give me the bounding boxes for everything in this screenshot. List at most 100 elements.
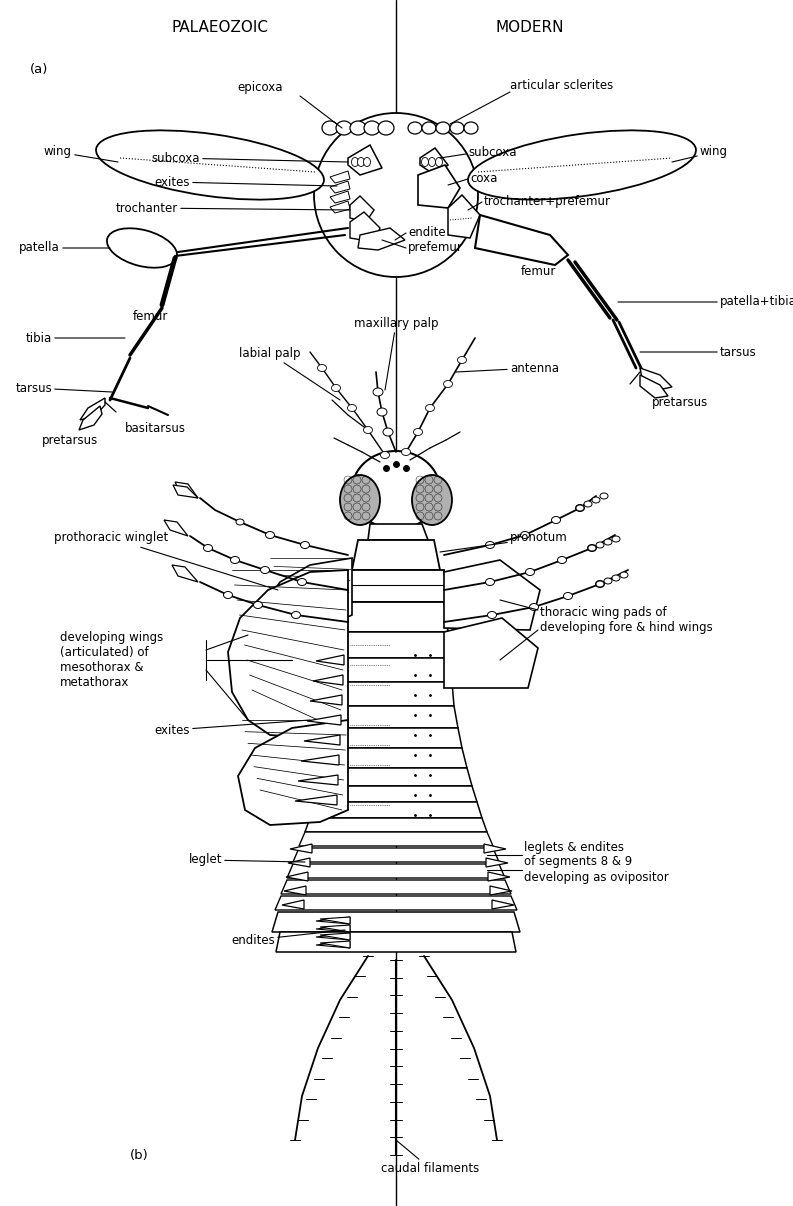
Ellipse shape [340,475,380,525]
Polygon shape [475,215,568,265]
Ellipse shape [468,130,696,200]
Polygon shape [420,148,448,175]
Text: femur: femur [520,265,556,279]
Ellipse shape [413,428,423,435]
Polygon shape [340,658,452,683]
Ellipse shape [231,556,239,563]
Text: endite: endite [408,227,446,240]
Polygon shape [290,844,312,853]
Polygon shape [448,195,480,238]
Ellipse shape [428,158,435,166]
Polygon shape [172,564,198,582]
Polygon shape [80,398,105,420]
Polygon shape [330,191,350,203]
Polygon shape [334,706,458,728]
Polygon shape [281,880,511,894]
Ellipse shape [596,580,604,587]
Ellipse shape [422,158,428,166]
Polygon shape [175,482,198,498]
Polygon shape [288,857,310,867]
Polygon shape [305,818,487,832]
Text: PALAEOZOIC: PALAEOZOIC [171,21,269,35]
Ellipse shape [576,504,584,511]
Polygon shape [444,617,538,687]
Text: exites: exites [155,176,337,188]
Ellipse shape [347,404,357,411]
Polygon shape [350,197,374,222]
Ellipse shape [351,158,358,166]
Polygon shape [173,485,198,498]
Ellipse shape [596,541,604,548]
Ellipse shape [401,449,411,456]
Ellipse shape [596,581,604,587]
Text: antenna: antenna [456,362,559,375]
Polygon shape [320,768,472,786]
Ellipse shape [363,427,373,433]
Ellipse shape [488,611,496,619]
Polygon shape [320,917,350,924]
Polygon shape [325,748,467,768]
Polygon shape [640,368,672,390]
Ellipse shape [378,121,394,135]
Polygon shape [316,933,350,939]
Ellipse shape [592,497,600,503]
Ellipse shape [236,519,244,525]
Polygon shape [350,212,380,242]
Ellipse shape [336,121,352,135]
Ellipse shape [266,532,274,539]
Ellipse shape [292,611,301,619]
Ellipse shape [604,539,612,545]
Polygon shape [282,900,304,909]
Ellipse shape [443,381,453,387]
Ellipse shape [530,603,538,610]
Ellipse shape [107,228,177,268]
Text: coxa: coxa [470,171,497,185]
Polygon shape [358,228,405,250]
Ellipse shape [612,535,620,541]
Ellipse shape [564,592,573,599]
Polygon shape [330,728,462,748]
Text: wing: wing [672,146,728,162]
Ellipse shape [364,121,380,135]
Ellipse shape [450,122,464,134]
Text: femur: femur [132,310,167,323]
Text: prefemur: prefemur [408,241,463,254]
Polygon shape [307,715,341,725]
Polygon shape [272,912,520,932]
Polygon shape [320,941,350,948]
Polygon shape [342,632,450,658]
Polygon shape [368,523,428,540]
Polygon shape [320,933,350,939]
Polygon shape [299,832,493,845]
Polygon shape [79,406,102,431]
Ellipse shape [551,516,561,523]
Ellipse shape [604,578,612,584]
Ellipse shape [350,121,366,135]
Ellipse shape [381,451,389,458]
Ellipse shape [322,121,338,135]
Ellipse shape [600,493,608,499]
Polygon shape [284,886,306,895]
Ellipse shape [254,602,262,609]
Polygon shape [315,786,477,802]
Polygon shape [298,775,338,785]
Text: articular sclerites: articular sclerites [510,80,613,92]
Ellipse shape [377,408,387,416]
Polygon shape [338,683,454,706]
Ellipse shape [458,357,466,363]
Polygon shape [488,872,510,882]
Text: MODERN: MODERN [496,21,565,35]
Ellipse shape [576,505,584,511]
Ellipse shape [352,451,440,529]
Polygon shape [492,900,514,909]
Text: leglets & endites
of segments 8 & 9
developing as ovipositor: leglets & endites of segments 8 & 9 deve… [524,841,668,884]
Polygon shape [304,734,340,745]
Text: tarsus: tarsus [640,345,757,358]
Text: labial palp: labial palp [239,347,340,400]
Ellipse shape [485,541,495,549]
Polygon shape [444,560,540,630]
Text: prothoracic winglet: prothoracic winglet [54,532,278,590]
Text: (b): (b) [130,1148,149,1161]
Polygon shape [316,925,350,932]
Ellipse shape [436,122,450,134]
